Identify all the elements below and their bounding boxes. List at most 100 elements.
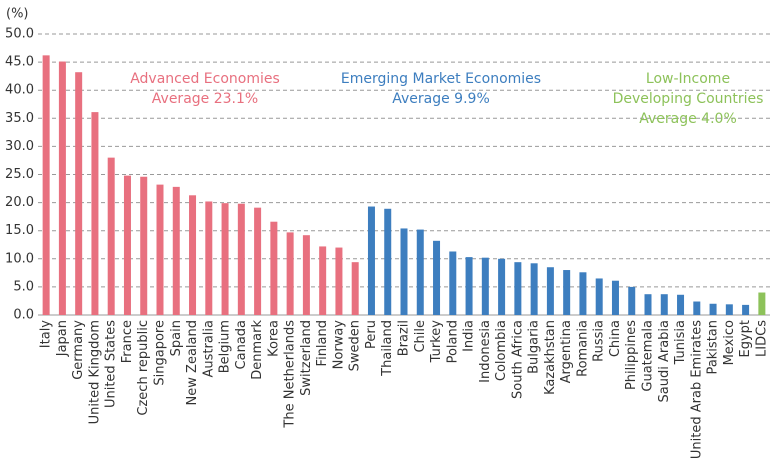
annotation: Low-Income: [646, 71, 730, 87]
x-tick-label: United Arab Emirates: [689, 320, 704, 459]
x-tick-label: Singapore: [153, 320, 168, 386]
y-tick-label: 45.0: [5, 55, 34, 70]
bar: [221, 203, 229, 315]
unit-label: (%): [6, 7, 29, 22]
bar: [644, 294, 652, 315]
bar: [677, 294, 685, 315]
x-tick-label: Tunisia: [673, 320, 688, 365]
bar: [530, 263, 538, 315]
bar: [91, 112, 99, 315]
bar: [237, 203, 245, 315]
bar: [302, 235, 310, 315]
x-tick-label: Belgium: [218, 320, 233, 373]
bar: [42, 55, 50, 316]
x-tick-label: Spain: [169, 320, 184, 356]
x-tick-label: LIDCs: [754, 320, 769, 357]
bar: [286, 232, 294, 315]
x-tick-label: Indonesia: [478, 320, 493, 383]
y-tick-label: 35.0: [5, 111, 34, 126]
bar: [611, 280, 619, 315]
bar: [498, 258, 506, 315]
y-tick-label: 50.0: [5, 27, 34, 42]
bar: [319, 246, 327, 315]
x-tick-label: Pakistan: [706, 320, 721, 374]
x-tick-label: Mexico: [722, 320, 737, 365]
y-tick-label: 20.0: [5, 195, 34, 210]
x-tick-label: Japan: [55, 320, 70, 357]
x-tick-label: New Zealand: [185, 320, 200, 405]
bar: [58, 61, 66, 316]
x-tick-label: Peru: [364, 320, 379, 349]
y-tick-label: 15.0: [5, 223, 34, 238]
annotation: Emerging Market Economies: [341, 71, 541, 87]
bar: [156, 184, 164, 315]
bar: [270, 221, 278, 315]
bar: [693, 301, 701, 315]
y-tick-label: 10.0: [5, 251, 34, 266]
bar: [514, 262, 522, 315]
x-tick-label: Brazil: [397, 320, 412, 356]
annotation: Average 4.0%: [639, 111, 737, 127]
x-tick-label: Bulgaria: [527, 320, 542, 374]
y-tick-label: 5.0: [13, 279, 34, 294]
x-tick-label: Colombia: [494, 320, 509, 381]
bar: [449, 251, 457, 315]
x-tick-label: Chile: [413, 320, 428, 353]
y-tick-label: 30.0: [5, 139, 34, 154]
x-tick-label: Guatemala: [641, 320, 656, 392]
bar: [546, 267, 554, 315]
x-tick-label: Kazakhstan: [543, 320, 558, 395]
x-tick-label: Canada: [234, 320, 249, 369]
x-tick-label: Thailand: [380, 320, 395, 377]
x-tick-label: Italy: [39, 320, 54, 349]
x-tick-label: South Africa: [510, 320, 525, 399]
bar: [563, 270, 571, 315]
x-tick-label: Russia: [592, 320, 607, 362]
y-tick-label: 40.0: [5, 83, 34, 98]
x-tick-label: Poland: [445, 320, 460, 363]
x-tick-label: Australia: [201, 320, 216, 378]
x-tick-label: Denmark: [250, 320, 265, 380]
x-tick-label: Egypt: [738, 320, 753, 358]
bar: [205, 201, 213, 315]
bar: [107, 157, 115, 315]
x-tick-label: Philippines: [624, 320, 639, 390]
y-tick-label: 25.0: [5, 167, 34, 182]
x-tick-label: France: [120, 320, 135, 363]
annotation: Average 9.9%: [392, 91, 490, 107]
x-tick-label: China: [608, 320, 623, 357]
x-tick-label: Switzerland: [299, 320, 314, 396]
annotation: Average 23.1%: [152, 91, 258, 107]
bar: [400, 228, 408, 315]
x-tick-label: Romania: [575, 320, 590, 377]
x-tick-label: Saudi Arabia: [657, 320, 672, 403]
bar: [335, 247, 343, 315]
x-tick-label: Sweden: [348, 320, 363, 371]
x-tick-label: Turkey: [429, 320, 444, 364]
bar: [628, 286, 636, 315]
y-tick-label: 0.0: [13, 308, 34, 323]
bar: [140, 176, 148, 315]
annotation: Advanced Economies: [130, 71, 280, 87]
bar: [351, 262, 359, 315]
x-tick-label: Finland: [315, 320, 330, 366]
bar: [481, 257, 489, 315]
x-tick-label: Norway: [331, 320, 346, 370]
x-tick-label: United States: [104, 320, 119, 408]
bar: [416, 229, 424, 315]
bar: [709, 303, 717, 315]
bar: [660, 294, 668, 315]
bar: [75, 72, 83, 315]
x-tick-label: Argentina: [559, 320, 574, 383]
x-tick-label: Czech republic: [136, 320, 151, 416]
bar: [433, 240, 441, 315]
bar: [189, 195, 197, 315]
x-tick-label: United Kingdom: [87, 320, 102, 424]
bar: [123, 175, 131, 315]
x-tick-label: Germany: [71, 320, 86, 380]
x-tick-label: Korea: [266, 320, 281, 357]
bar: [384, 208, 392, 315]
annotation: Developing Countries: [613, 91, 764, 107]
bar: [465, 257, 473, 315]
